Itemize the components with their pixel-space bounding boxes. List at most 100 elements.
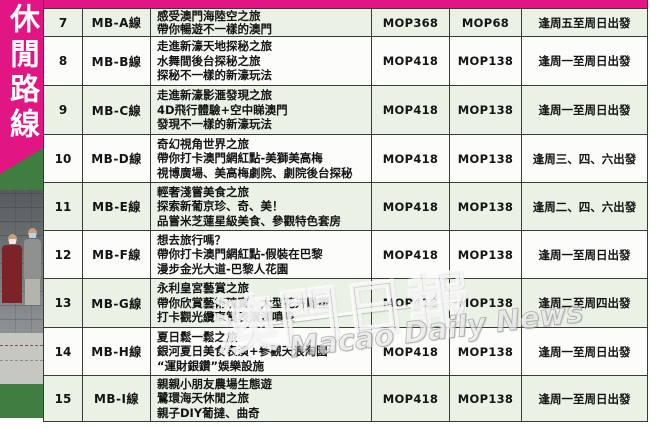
price-adult: MOP418 <box>372 37 450 85</box>
route-number: 15 <box>44 376 83 421</box>
route-code: MB-G線 <box>83 279 151 327</box>
person-red-shirt <box>1 234 23 303</box>
price-child: MOP138 <box>450 37 522 85</box>
pavement-line <box>0 360 43 361</box>
street-photo <box>0 190 43 333</box>
table-row: 13 MB-G線 永利皇宮藝賞之旅 帶你欣賞藝術瑰寶、大型花卉雕塑 打卡觀光纜車賞表… <box>44 279 647 328</box>
description-line: “運財銀鑽”娛樂設施 <box>157 358 265 373</box>
description-line: 品嘗米芝蓮星級美食、參觀特色套房 <box>157 213 341 228</box>
price-child: MOP138 <box>450 183 522 230</box>
price-adult: MOP368 <box>372 9 450 36</box>
route-description: 親親小朋友農場生態遊 鷺環海天休閒之旅 親子DIY葡撻、曲奇 <box>151 376 372 421</box>
route-code: MB-B線 <box>83 37 151 85</box>
route-number: 13 <box>44 279 83 327</box>
route-number: 7 <box>44 9 83 36</box>
price-adult: MOP418 <box>372 376 450 421</box>
pavement <box>0 333 43 384</box>
table-row: 10 MB-D線 奇幻視角世界之旅 帶你打卡澳門網紅點-美獅美高梅 視博廣場、美高梅… <box>44 135 647 183</box>
route-description: 走進新濠天地探秘之旅 水舞間後台探秘之旅 探秘不一樣的新濠玩法 <box>151 37 372 85</box>
route-number: 12 <box>44 231 83 278</box>
description-line: 探秘不一樣的新濠玩法 <box>157 68 272 83</box>
price-child: MOP138 <box>450 376 522 421</box>
departure-schedule: 逢周一至周日出發 <box>538 344 631 359</box>
description-line: 水舞間後台探秘之旅 <box>157 53 261 68</box>
price-child: MOP138 <box>450 328 522 375</box>
table-row: 11 MB-E線 輕奢淺嘗美食之旅 探索新葡京珍、奇、美！ 品嘗米芝蓮星級美食、參觀… <box>44 183 647 231</box>
description-line: 打卡觀光纜車賞表演湖噴泉 <box>157 310 295 325</box>
description-line: 帶你暢遊不一樣的澳門 <box>157 21 272 36</box>
price-adult: MOP418 <box>372 328 450 375</box>
description-line: 4D飛行體驗+空中睇澳門 <box>157 102 288 117</box>
price-adult: MOP418 <box>372 231 450 278</box>
price-child: MOP138 <box>450 135 522 182</box>
table-top-bar <box>44 0 647 9</box>
description-line: 永利皇宮藝賞之旅 <box>157 281 249 296</box>
route-code: MB-E線 <box>83 183 151 230</box>
departure-schedule: 逢周三、四、六出發 <box>532 151 637 166</box>
route-code: MB-F線 <box>83 231 151 278</box>
route-description: 想去旅行嗎？ 帶你打卡澳門網紅點-假裝在巴黎 漫步金光大道-巴黎人花園 <box>151 231 372 278</box>
description-line: 親子DIY葡撻、曲奇 <box>157 405 260 420</box>
person-torso <box>23 239 41 279</box>
route-description: 走進新濠影滙發現之旅 4D飛行體驗+空中睇澳門 發現不一樣的新濠玩法 <box>151 86 372 134</box>
description-line: 想去旅行嗎？ <box>157 232 226 247</box>
table-row: 12 MB-F線 想去旅行嗎？ 帶你打卡澳門網紅點-假裝在巴黎 漫步金光大道-巴黎人… <box>44 231 647 279</box>
person-legs <box>24 279 40 305</box>
description-line: 鷺環海天休閒之旅 <box>157 391 249 406</box>
route-description: 輕奢淺嘗美食之旅 探索新葡京珍、奇、美！ 品嘗米芝蓮星級美食、參觀特色套房 <box>151 183 372 230</box>
route-number: 8 <box>44 37 83 85</box>
price-child: MOP138 <box>450 279 522 327</box>
green-block <box>0 384 43 418</box>
description-line: 發現不一樣的新濠玩法 <box>157 117 272 132</box>
person-torso <box>2 245 22 303</box>
departure-schedule: 逢周二、四、六出發 <box>532 199 637 214</box>
route-code: MB-A線 <box>83 9 151 36</box>
route-number: 9 <box>44 86 83 134</box>
route-description: 永利皇宮藝賞之旅 帶你欣賞藝術瑰寶、大型花卉雕塑 打卡觀光纜車賞表演湖噴泉 <box>151 279 372 327</box>
route-code: MB-H線 <box>83 328 151 375</box>
face-mask <box>28 233 36 238</box>
route-description: 感受澳門海陸空之旅 帶你暢遊不一樣的澳門 <box>151 9 372 36</box>
description-line: 走進新濠天地探秘之旅 <box>157 39 272 54</box>
description-line: 視博廣場、美高梅劇院、劇院後台探秘 <box>157 165 353 180</box>
route-description: 夏日鬆一鬆之旅 銀河夏日美食表演+參觀天浪淘園 “運財銀鑽”娛樂設施 <box>151 328 372 375</box>
description-line: 夏日鬆一鬆之旅 <box>157 329 238 344</box>
departure-schedule: 逢周一至周日出發 <box>538 103 631 117</box>
ribbon-fold <box>0 148 43 190</box>
table-row: 15 MB-I線 親親小朋友農場生態遊 鷺環海天休閒之旅 親子DIY葡撻、曲奇 MO… <box>44 376 647 422</box>
description-line: 親親小朋友農場生態遊 <box>157 376 272 391</box>
description-line: 感受澳門海陸空之旅 <box>157 8 261 23</box>
person-head <box>27 228 37 238</box>
price-adult: MOP418 <box>372 86 450 134</box>
route-number: 14 <box>44 328 83 375</box>
price-adult: MOP418 <box>372 135 450 182</box>
description-line: 漫步金光大道-巴黎人花園 <box>157 261 289 276</box>
price-adult: MOP418 <box>372 183 450 230</box>
route-number: 11 <box>44 183 83 230</box>
table-row: 7 MB-A線 感受澳門海陸空之旅 帶你暢遊不一樣的澳門 MOP368 MOP68… <box>44 9 647 37</box>
price-child: MOP138 <box>450 86 522 134</box>
table-row: 9 MB-C線 走進新濠影滙發現之旅 4D飛行體驗+空中睇澳門 發現不一樣的新濠玩法… <box>44 86 647 135</box>
table-rows: 7 MB-A線 感受澳門海陸空之旅 帶你暢遊不一樣的澳門 MOP368 MOP68… <box>44 9 647 422</box>
route-number: 10 <box>44 135 83 182</box>
person-grey-shirt <box>22 228 42 305</box>
pavement-line <box>0 345 43 346</box>
section-title: 休閒路線 <box>4 3 39 143</box>
departure-schedule: 逢周五至周日出發 <box>538 15 631 30</box>
departure-schedule: 逢周一至周日出發 <box>538 391 631 406</box>
route-code: MB-D線 <box>83 135 151 182</box>
description-line: 走進新濠影滙發現之旅 <box>157 88 272 103</box>
description-line: 探索新葡京珍、奇、美！ <box>157 199 284 214</box>
price-child: MOP138 <box>450 231 522 278</box>
route-code: MB-I線 <box>83 376 151 421</box>
description-line: 帶你欣賞藝術瑰寶、大型花卉雕塑 <box>157 295 330 310</box>
departure-schedule: 逢周二至周四出發 <box>538 296 631 310</box>
price-adult: MOP418 <box>372 279 450 327</box>
description-line: 輕奢淺嘗美食之旅 <box>157 184 249 199</box>
description-line: 銀河夏日美食表演+參觀天浪淘園 <box>157 344 328 359</box>
description-line: 奇幻視角世界之旅 <box>157 136 249 151</box>
route-code: MB-C線 <box>83 86 151 134</box>
table-row: 8 MB-B線 走進新濠天地探秘之旅 水舞間後台探秘之旅 探秘不一樣的新濠玩法 MO… <box>44 37 647 86</box>
table-row: 14 MB-H線 夏日鬆一鬆之旅 銀河夏日美食表演+參觀天浪淘園 “運財銀鑽”娛樂設… <box>44 328 647 376</box>
